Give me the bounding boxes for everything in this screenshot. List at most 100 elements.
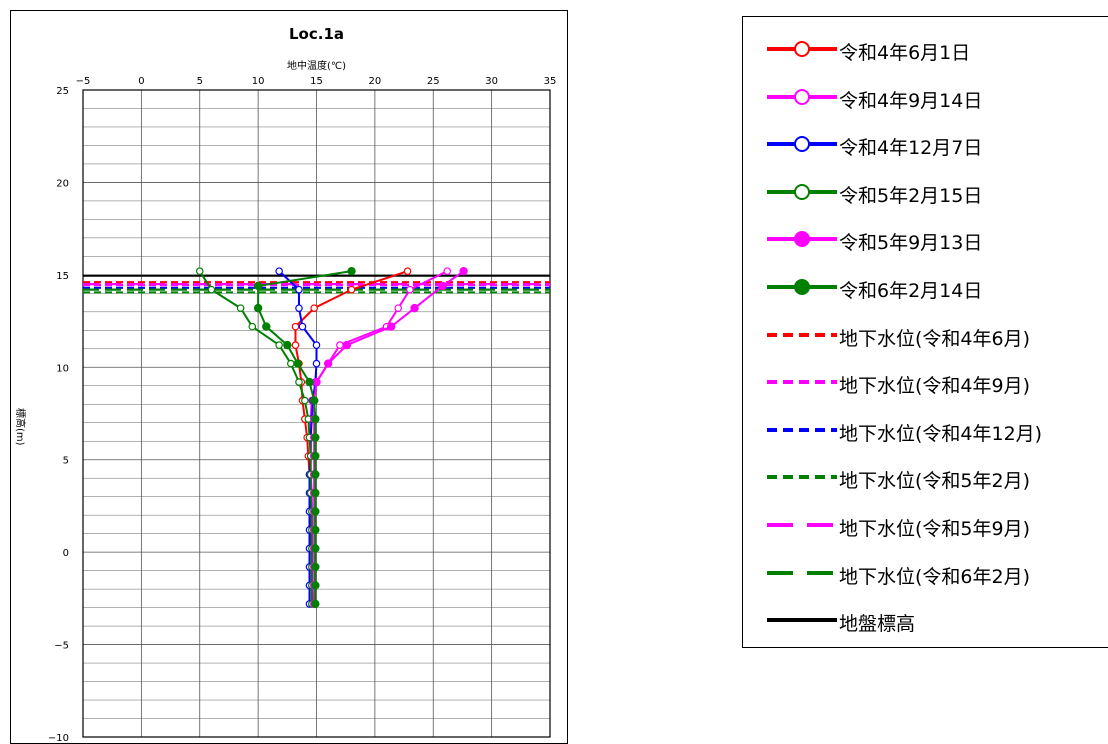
- data-point: [248, 322, 257, 331]
- data-point: [310, 304, 318, 312]
- legend-symbol: [767, 380, 837, 385]
- data-point: [293, 359, 303, 368]
- y-tick-label: 5: [63, 456, 69, 467]
- x-tick-label: 30: [485, 76, 498, 87]
- series-5: [253, 266, 356, 609]
- data-point: [342, 340, 352, 350]
- legend-symbol: [767, 231, 837, 248]
- legend-symbol: [767, 475, 837, 480]
- water-level-lines: [83, 274, 550, 294]
- legend-item: 地下水位(令和4年9月): [743, 362, 1108, 402]
- data-point: [403, 267, 412, 275]
- data-point: [312, 341, 321, 349]
- data-point: [305, 377, 314, 387]
- data-point: [336, 341, 344, 349]
- data-point: [312, 377, 321, 387]
- series-1: [306, 267, 452, 608]
- series-4: [309, 266, 468, 609]
- legend-label: 令和4年9月14日: [839, 89, 983, 112]
- legend-symbol: [767, 279, 837, 295]
- legend-symbol: [767, 618, 837, 623]
- data-point: [311, 470, 320, 479]
- data-point: [295, 304, 303, 312]
- data-point: [410, 303, 419, 313]
- data-point: [283, 340, 292, 350]
- chart-panel: Loc.1a 地中温度(℃) −5 0 5 10 15 20 25 30 35 −10 −5 0 5 10 15…: [10, 10, 568, 744]
- data-point: [347, 266, 356, 276]
- legend-label: 令和5年9月13日: [839, 232, 983, 255]
- data-point: [287, 359, 295, 368]
- legend-symbol: [767, 427, 837, 432]
- x-tick-label: 25: [427, 76, 440, 87]
- legend-label: 地盤標高: [839, 613, 916, 636]
- data-point: [311, 581, 320, 590]
- legend-item: 地盤標高: [743, 600, 1108, 640]
- y-tick-label: 20: [56, 178, 69, 189]
- y-tick-label: −5: [54, 641, 69, 652]
- legend-item: 地下水位(令和4年6月): [743, 315, 1108, 355]
- y-tick-label: 0: [63, 548, 69, 559]
- data-point: [253, 281, 263, 291]
- x-axis-label: 地中温度(℃): [287, 59, 346, 72]
- data-point: [311, 599, 320, 609]
- legend: 令和4年6月1日 令和4年9月14日 令和4年12月7日 令和5年2月15日 令和5年9…: [742, 16, 1108, 648]
- data-point: [311, 544, 320, 553]
- x-tick-label: 15: [310, 76, 323, 87]
- legend-marker: [794, 279, 810, 295]
- series-3: [195, 267, 316, 608]
- data-point: [347, 285, 356, 294]
- temperature-profile-chart: Loc.1a 地中温度(℃) −5 0 5 10 15 20 25 30 35 −10 −5 0 5 10 15…: [14, 25, 557, 743]
- data-point: [309, 396, 319, 405]
- data-point: [311, 507, 320, 516]
- data-point: [311, 525, 320, 535]
- y-tick-label: 10: [56, 363, 69, 374]
- y-axis-label: 標高(m): [14, 408, 27, 446]
- data-point: [394, 304, 403, 312]
- legend-label: 地下水位(令和6年2月): [839, 565, 1031, 588]
- y-tick-label: −10: [48, 733, 69, 743]
- data-point: [253, 303, 263, 313]
- plot-border: [82, 89, 551, 738]
- legend-symbol: [767, 523, 837, 527]
- y-tick-label: 15: [56, 271, 69, 282]
- data-point: [301, 396, 309, 405]
- legend-label: 地下水位(令和5年9月): [839, 518, 1031, 540]
- data-point: [311, 414, 320, 424]
- data-point: [311, 451, 320, 461]
- legend-item: 令和4年6月1日: [743, 29, 1108, 69]
- legend-symbol: [767, 332, 837, 337]
- legend-label: 令和5年2月15日: [839, 184, 983, 207]
- data-point: [236, 304, 245, 312]
- legend-label: 地下水位(令和5年2月): [839, 470, 1031, 493]
- x-tick-label: 35: [544, 76, 557, 87]
- data-point: [295, 285, 303, 294]
- legend-symbol: [767, 41, 837, 57]
- legend-label: 地下水位(令和4年12月): [839, 422, 1043, 445]
- x-tick-label: 5: [197, 76, 203, 87]
- legend-symbol: [767, 183, 837, 200]
- legend-item: 令和5年2月15日: [743, 172, 1108, 212]
- data-point: [406, 285, 414, 294]
- legend-item: 地下水位(令和6年2月): [743, 553, 1108, 593]
- data-point: [207, 285, 216, 294]
- data-point: [295, 378, 303, 386]
- x-tick-label: 0: [138, 76, 144, 87]
- data-point: [311, 433, 320, 442]
- legend-symbol: [767, 570, 837, 575]
- x-tick-label: 10: [252, 76, 265, 87]
- legend-label: 令和6年2月14日: [839, 280, 983, 302]
- data-point: [291, 322, 300, 331]
- legend-marker: [794, 231, 810, 248]
- series-line: [309, 270, 448, 604]
- y-tick-label: 25: [56, 86, 69, 97]
- data-point: [298, 322, 307, 331]
- x-tick-label: −5: [76, 76, 91, 87]
- series-line: [198, 270, 313, 604]
- data-point: [438, 281, 447, 291]
- legend-item: 地下水位(令和5年9月): [743, 505, 1108, 545]
- legend-label: 地下水位(令和4年6月): [839, 327, 1031, 350]
- data-point: [443, 267, 452, 275]
- data-point: [387, 322, 396, 331]
- data-point: [291, 341, 300, 349]
- data-point: [459, 266, 468, 276]
